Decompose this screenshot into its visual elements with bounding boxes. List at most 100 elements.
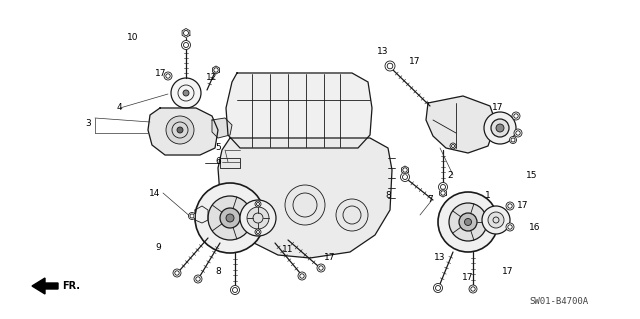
Circle shape (232, 287, 237, 293)
Circle shape (257, 203, 259, 205)
Polygon shape (220, 158, 240, 168)
Circle shape (166, 116, 194, 144)
Circle shape (508, 225, 512, 229)
Circle shape (226, 214, 234, 222)
Circle shape (257, 231, 259, 234)
Circle shape (488, 212, 504, 228)
Circle shape (506, 202, 514, 210)
Circle shape (247, 207, 269, 229)
Circle shape (171, 78, 201, 108)
Circle shape (438, 182, 447, 191)
Text: 8: 8 (215, 268, 221, 277)
Polygon shape (148, 108, 218, 155)
Circle shape (175, 271, 179, 275)
Circle shape (255, 229, 261, 235)
Circle shape (469, 285, 477, 293)
Circle shape (438, 192, 498, 252)
Circle shape (255, 201, 261, 207)
Text: SW01-B4700A: SW01-B4700A (529, 298, 588, 307)
Circle shape (189, 212, 195, 219)
Text: 17: 17 (462, 273, 474, 283)
Text: FR.: FR. (62, 281, 80, 291)
Circle shape (440, 184, 445, 189)
Text: 15: 15 (526, 170, 538, 180)
Circle shape (173, 269, 181, 277)
Circle shape (509, 137, 516, 144)
Circle shape (230, 286, 239, 294)
Polygon shape (195, 206, 208, 223)
Text: 2: 2 (447, 170, 453, 180)
Circle shape (285, 185, 325, 225)
Circle shape (214, 68, 218, 72)
Circle shape (471, 287, 475, 291)
Circle shape (508, 204, 512, 208)
Circle shape (184, 31, 188, 35)
Circle shape (298, 272, 306, 280)
Circle shape (387, 63, 393, 69)
Circle shape (450, 143, 456, 149)
Circle shape (459, 213, 477, 231)
Text: 17: 17 (492, 103, 504, 113)
Text: 5: 5 (215, 144, 221, 152)
Text: 17: 17 (324, 254, 336, 263)
Circle shape (511, 138, 515, 142)
Circle shape (319, 266, 323, 270)
Circle shape (449, 203, 487, 241)
Circle shape (164, 72, 172, 80)
Circle shape (403, 174, 408, 180)
Text: 17: 17 (517, 201, 529, 210)
Text: 12: 12 (206, 73, 218, 83)
Circle shape (195, 183, 265, 253)
Circle shape (166, 74, 170, 78)
Text: 17: 17 (156, 69, 167, 78)
Circle shape (435, 286, 440, 291)
Circle shape (401, 173, 410, 182)
Circle shape (183, 90, 189, 96)
Polygon shape (218, 138, 392, 258)
Circle shape (196, 277, 200, 281)
Circle shape (491, 119, 509, 137)
Circle shape (465, 219, 472, 226)
Circle shape (208, 196, 252, 240)
Text: 14: 14 (149, 189, 161, 197)
Circle shape (184, 42, 189, 48)
Circle shape (300, 274, 304, 278)
Circle shape (516, 131, 520, 135)
Circle shape (433, 284, 442, 293)
Text: 17: 17 (502, 268, 514, 277)
Text: 3: 3 (85, 118, 91, 128)
Circle shape (240, 200, 276, 236)
Circle shape (403, 168, 407, 172)
Polygon shape (32, 278, 58, 294)
Polygon shape (426, 96, 496, 153)
Text: 16: 16 (529, 224, 541, 233)
Circle shape (182, 41, 191, 49)
Text: 1: 1 (485, 191, 491, 201)
Circle shape (484, 112, 516, 144)
Polygon shape (226, 73, 372, 148)
Text: 17: 17 (409, 57, 420, 66)
Text: 13: 13 (377, 48, 388, 56)
Circle shape (514, 114, 518, 118)
Circle shape (190, 214, 194, 218)
Text: 6: 6 (215, 158, 221, 167)
Circle shape (220, 208, 240, 228)
Circle shape (482, 206, 510, 234)
Circle shape (177, 127, 183, 133)
Text: 7: 7 (427, 196, 433, 204)
Circle shape (441, 191, 445, 195)
Polygon shape (401, 166, 408, 174)
Circle shape (451, 145, 454, 147)
Text: 13: 13 (435, 254, 445, 263)
Circle shape (506, 223, 514, 231)
Polygon shape (440, 189, 447, 197)
Text: 10: 10 (127, 33, 139, 42)
Circle shape (317, 264, 325, 272)
Circle shape (336, 199, 368, 231)
Text: 9: 9 (155, 243, 161, 253)
Polygon shape (212, 66, 220, 74)
Polygon shape (212, 118, 232, 138)
Circle shape (514, 129, 522, 137)
Polygon shape (182, 28, 190, 38)
Text: 11: 11 (282, 246, 294, 255)
